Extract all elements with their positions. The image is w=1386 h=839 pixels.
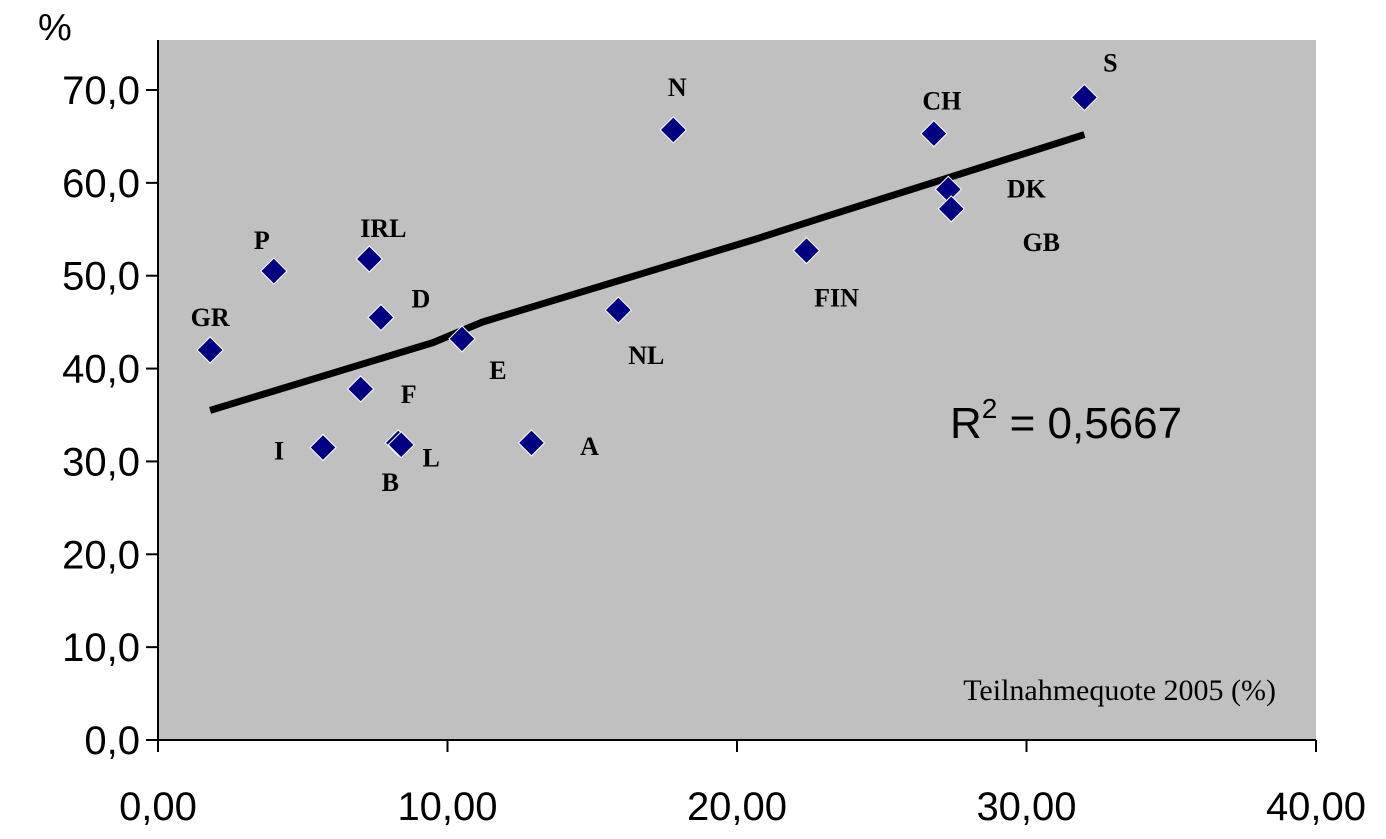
data-point-d [367,303,395,332]
r2-prefix: R [950,399,982,448]
point-label-e: E [489,356,506,385]
r2-superscript: 2 [982,393,998,424]
point-label-n: N [668,73,687,102]
plot-area [158,40,1316,740]
point-label-i: I [274,437,284,466]
point-label-f: F [401,380,417,409]
point-label-s: S [1103,48,1117,77]
y-tick-label: 40,0 [62,348,140,392]
point-label-ch: CH [922,87,961,116]
data-point-gr [196,336,224,364]
point-label-a: A [580,432,599,461]
data-point-l [387,431,415,459]
y-tick-label: 70,0 [62,69,140,113]
x-tick-label: 40,00 [1266,785,1366,829]
data-point-e [448,325,476,353]
x-tick-label: 10,00 [397,785,497,829]
point-label-fin: FIN [814,284,859,313]
y-tick-label: 0,0 [84,719,140,763]
data-point-i [309,433,337,462]
point-label-nl: NL [628,341,664,370]
data-point-s [1070,83,1099,112]
x-tick-label: 0,00 [119,785,197,829]
r2-annotation: R2 = 0,5667 [950,393,1182,448]
y-tick-label: 10,0 [62,626,140,670]
x-tick-label: 30,00 [976,785,1076,829]
point-label-gr: GR [191,303,230,332]
point-label-irl: IRL [360,214,406,243]
trend-line [209,131,1086,414]
x-tick-label: 20,00 [687,785,787,829]
data-point-a [517,429,546,457]
data-point-irl [355,245,384,273]
chart-annotation: Teilnahmequote 2005 (%) [963,674,1276,707]
y-tick-label: 60,0 [62,162,140,206]
data-point-nl [604,296,633,324]
y-unit-label: % [38,7,72,49]
point-label-d: D [412,285,431,314]
data-point-p [260,257,288,285]
data-point-ch [920,119,948,148]
point-label-dk: DK [1007,174,1047,203]
data-point-n [659,116,688,144]
point-label-p: P [254,226,270,255]
point-label-l: L [423,444,440,473]
y-tick-label: 50,0 [62,255,140,299]
r2-value: = 0,5667 [997,399,1182,448]
data-point-f [346,375,375,403]
y-tick-label: 20,0 [62,533,140,577]
data-point-fin [792,236,821,265]
point-label-b: B [382,468,399,497]
y-tick-label: 30,0 [62,440,140,484]
point-label-gb: GB [1022,228,1060,257]
data-point-gb [937,195,965,223]
